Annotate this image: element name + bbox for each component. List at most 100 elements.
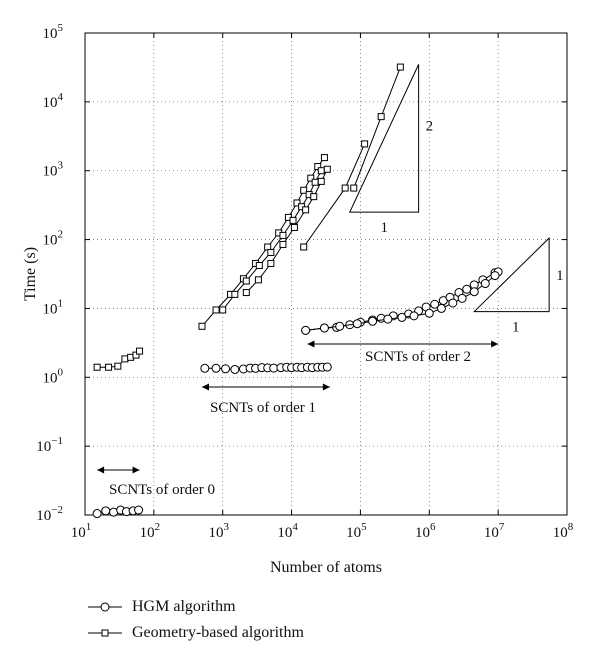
legend-square-marker-icon [88,629,122,637]
slope-small-rise-label: 1 [556,268,564,284]
x-axis: 101 102 103 104 105 106 107 108 [71,33,574,541]
data-point [335,321,345,331]
data-point [114,362,122,370]
data-point [300,243,308,251]
data-point [267,248,275,256]
slope-triangle-small: 1 1 [473,236,564,336]
data-point [289,216,297,224]
data-point [221,364,231,374]
annotation-order2: SCNTs of order 2 [307,340,499,365]
data-point [255,262,263,270]
legend-label-hgm: HGM algorithm [132,598,236,615]
data-point [230,364,240,374]
data-point [397,312,407,322]
order1-label: SCNTs of order 1 [210,400,316,416]
series-layer [92,63,503,519]
series-geometry [93,63,404,371]
data-point [307,174,315,182]
data-point [293,199,301,207]
data-point [480,279,490,289]
data-point [198,322,206,330]
data-point [322,362,332,372]
data-point [317,167,325,175]
plot-area [84,32,568,516]
data-point [430,299,440,309]
data-point [267,259,275,267]
slope-triangle-small-shape [473,236,550,313]
legend: HGM algorithm Geometry-based algorithm [88,594,304,646]
data-point [396,63,404,71]
y-tick-label: 105 [43,22,64,42]
arrow-head-right [322,383,330,391]
data-point [101,506,111,516]
data-point [352,319,362,329]
arrow-head-left [201,383,209,391]
data-point [105,363,113,371]
data-point [469,287,479,297]
data-point [219,306,227,314]
data-point [242,277,250,285]
slope-small-run-label: 1 [512,320,520,336]
x-tick-label: 104 [277,521,298,541]
y-tick-label: 101 [43,297,64,317]
y-tick-label: 103 [43,160,64,180]
x-axis-label: Number of atoms [270,559,382,576]
data-point [92,509,102,519]
data-point [457,293,467,303]
annotation-order1: SCNTs of order 1 [201,383,330,416]
data-point [290,223,298,231]
data-point [93,363,101,371]
data-point [462,284,472,294]
y-tick-label: 10−1 [36,435,63,455]
data-point [212,306,220,314]
data-point [200,363,210,373]
order0-label: SCNTs of order 0 [109,482,215,498]
data-point [302,206,310,214]
data-point [300,186,308,194]
y-tick-label: 104 [43,91,64,111]
x-tick-label: 103 [208,521,229,541]
chart: 101 102 103 104 105 106 107 108 10−210−11001011… [22,22,574,576]
x-tick-label: 108 [553,521,574,541]
order2-label: SCNTs of order 2 [365,349,471,365]
data-point [242,289,250,297]
arrow-head-right [132,466,140,474]
data-point [231,290,239,298]
series-hgm [92,267,503,519]
x-tick-label: 102 [140,521,161,541]
data-point [319,323,329,333]
data-point [211,363,221,373]
x-tick-label: 106 [415,521,436,541]
arrow-head-left [97,466,105,474]
slope-large-run-label: 1 [380,220,388,236]
data-point [368,316,378,326]
data-point [377,113,385,121]
legend-item-geometry: Geometry-based algorithm [88,620,304,646]
data-point [323,165,331,173]
data-point [448,298,458,308]
slope-triangle-large: 2 1 [348,64,434,236]
data-point [320,154,328,162]
legend-label-geometry: Geometry-based algorithm [132,624,304,641]
x-tick-label: 105 [346,521,367,541]
slope-large-rise-label: 2 [426,118,434,134]
data-point [317,177,325,185]
data-point [409,311,419,321]
y-tick-label: 10−2 [36,504,63,524]
data-point [310,193,318,201]
data-point [490,271,500,281]
x-tick-label: 107 [484,521,505,541]
legend-circle-marker-icon [88,602,122,612]
data-point [361,140,369,148]
slope-triangle-large-shape [348,64,420,213]
data-point [121,355,129,363]
data-point [134,505,144,515]
arrow-head-right [491,340,499,348]
data-point [279,231,287,239]
annotation-order0: SCNTs of order 0 [97,466,215,498]
y-tick-label: 102 [43,229,64,249]
y-axis-label: Time (s) [22,247,39,301]
arrow-head-left [307,340,315,348]
data-point [136,347,144,355]
data-point [132,351,140,359]
